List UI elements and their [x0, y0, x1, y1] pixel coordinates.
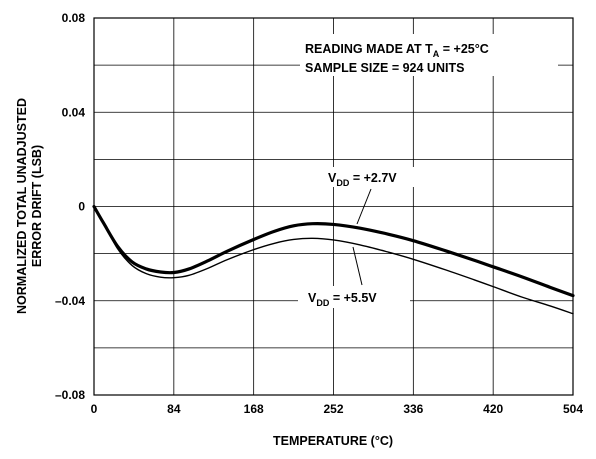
x-tick-label: 84: [167, 402, 181, 416]
annotation-reading-suffix: = +25°C: [439, 42, 488, 56]
vdd27-suffix: = +2.7V: [349, 171, 397, 185]
vdd27-pointer: [356, 188, 372, 225]
x-tick-label: 336: [403, 402, 423, 416]
y-tick-label: 0.08: [62, 11, 86, 25]
y-tick-label: –0.04: [55, 294, 85, 308]
annotation-reading-prefix: READING MADE AT T: [305, 42, 433, 56]
grid: [94, 18, 573, 395]
annotation-background: [300, 34, 558, 76]
series-line-vdd-2-7v: [92, 204, 575, 298]
x-axis-title: TEMPERATURE (°C): [273, 434, 393, 448]
vdd55-suffix: = +5.5V: [329, 291, 377, 305]
vdd55-pointer: [352, 246, 363, 286]
y-tick-label: 0: [78, 200, 85, 214]
annotation-reading: READING MADE AT TA = +25°C: [305, 42, 489, 59]
x-tick-label: 168: [244, 402, 264, 416]
annotation-reading-sub: A: [433, 49, 440, 59]
series-line-vdd-5-5v: [93, 205, 574, 315]
x-tick-labels: 0 84 168 252 336 420 504: [91, 402, 584, 416]
y-axis-title-line2: ERROR DRIFT (LSB): [30, 145, 44, 267]
vdd55-sub: DD: [316, 298, 329, 308]
y-tick-label: 0.04: [62, 105, 86, 119]
x-tick-label: 504: [563, 402, 583, 416]
y-tick-labels: –0.08 –0.04 0 0.04 0.08: [55, 11, 85, 402]
vdd55-label: VDD = +5.5V: [308, 291, 377, 308]
vdd55-prefix: V: [308, 291, 317, 305]
y-tick-label: –0.08: [55, 388, 85, 402]
y-axis-title-line1: NORMALIZED TOTAL UNADJUSTED: [15, 98, 29, 314]
vdd27-label: VDD = +2.7V: [328, 171, 397, 188]
annotation-sample-size: SAMPLE SIZE = 924 UNITS: [305, 61, 464, 75]
vdd55-label-background: [298, 286, 410, 308]
vdd27-prefix: V: [328, 171, 337, 185]
vdd27-label-background: [323, 167, 427, 187]
x-tick-label: 252: [323, 402, 343, 416]
x-tick-label: 420: [483, 402, 503, 416]
vdd27-sub: DD: [336, 178, 349, 188]
series-group: [92, 204, 575, 315]
x-tick-label: 0: [91, 402, 98, 416]
